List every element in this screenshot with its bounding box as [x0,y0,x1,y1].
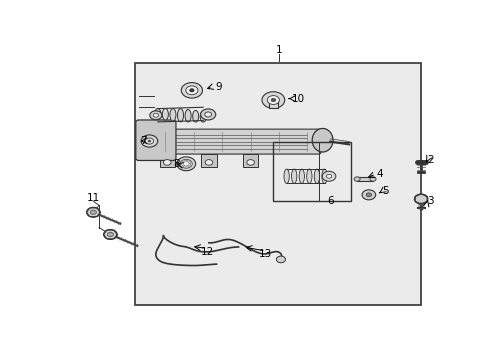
Circle shape [103,229,117,239]
Circle shape [366,193,371,197]
Text: 1: 1 [275,45,282,55]
Circle shape [200,109,215,120]
Ellipse shape [184,109,191,122]
Ellipse shape [162,108,168,120]
Ellipse shape [177,109,183,122]
Circle shape [270,98,275,102]
Bar [356,177,372,181]
Circle shape [204,112,211,117]
FancyBboxPatch shape [148,129,320,154]
Circle shape [176,157,195,171]
Ellipse shape [200,111,206,122]
Text: 9: 9 [215,82,221,92]
Circle shape [86,207,100,217]
Circle shape [149,111,162,120]
Circle shape [413,194,427,204]
Circle shape [361,190,375,200]
Circle shape [185,86,198,95]
Circle shape [262,92,284,108]
Text: 13: 13 [259,249,272,260]
Circle shape [147,140,151,142]
Ellipse shape [169,109,176,121]
Circle shape [163,159,171,165]
Bar [243,154,258,167]
Ellipse shape [192,111,198,122]
Text: 10: 10 [291,94,304,104]
Text: 12: 12 [200,247,213,257]
Text: 5: 5 [381,186,387,196]
Text: 3: 3 [427,196,433,206]
Text: 2: 2 [427,155,433,165]
Circle shape [107,232,113,237]
Circle shape [322,171,335,181]
Circle shape [189,89,194,92]
Circle shape [205,159,212,165]
Circle shape [145,138,153,144]
Circle shape [153,113,158,117]
Circle shape [326,174,331,178]
Text: 7: 7 [140,136,147,146]
Circle shape [181,82,202,98]
Circle shape [90,210,96,215]
Bar [201,154,216,167]
Circle shape [267,96,279,104]
Circle shape [246,159,254,165]
Circle shape [353,177,359,181]
Bar [273,141,350,201]
Ellipse shape [299,169,304,184]
Bar [135,63,420,305]
Ellipse shape [291,169,296,184]
Bar [159,154,175,167]
Circle shape [276,256,285,263]
Ellipse shape [311,129,332,152]
Ellipse shape [284,169,289,184]
Text: 8: 8 [173,159,180,169]
Circle shape [141,135,158,147]
Circle shape [369,177,375,181]
Text: 11: 11 [86,193,100,203]
Ellipse shape [306,169,311,184]
Text: 6: 6 [326,196,333,206]
FancyBboxPatch shape [136,120,176,161]
Text: 4: 4 [375,169,382,179]
Circle shape [180,159,192,168]
Ellipse shape [314,169,319,184]
Ellipse shape [321,169,326,184]
Bar [268,102,277,108]
Ellipse shape [154,108,161,119]
